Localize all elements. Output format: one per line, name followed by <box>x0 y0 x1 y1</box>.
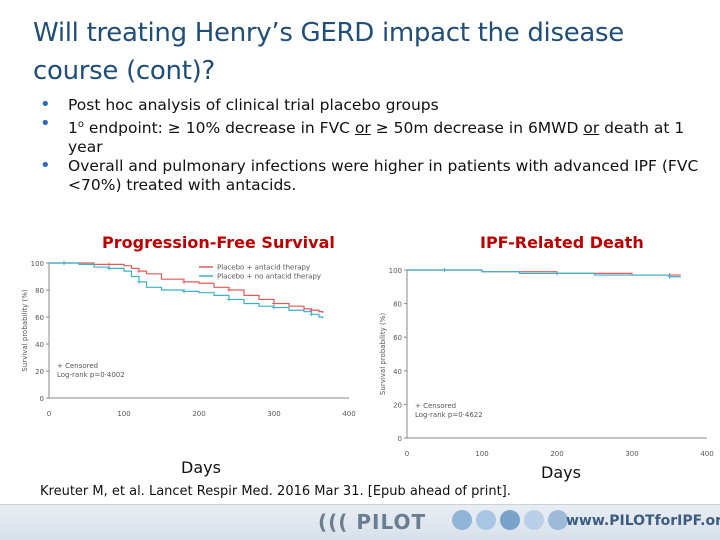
series-line <box>407 269 681 276</box>
y-tick-label: 20 <box>393 401 402 409</box>
chart-title-death: IPF-Related Death <box>480 233 644 252</box>
x-tick-label: 300 <box>625 450 638 458</box>
censor-mark <box>667 274 672 279</box>
censor-mark <box>309 312 314 317</box>
stethoscope-icon <box>476 510 496 530</box>
censor-mark <box>442 268 447 272</box>
annotation-text: + Censored <box>57 362 98 370</box>
citation-text: Kreuter M, et al. Lancet Respir Med. 201… <box>40 484 511 499</box>
y-tick-label: 0 <box>398 435 402 443</box>
censor-mark <box>62 261 66 265</box>
censor-mark <box>272 301 276 306</box>
censor-mark <box>107 262 111 267</box>
footer-divider <box>0 504 720 505</box>
bullet-item: • 1o endpoint: ≥ 10% decrease in FVC or ≥… <box>40 113 685 157</box>
y-tick-label: 100 <box>31 260 44 268</box>
people-icon <box>548 510 568 530</box>
y-tick-label: 20 <box>35 368 44 376</box>
footer-bar <box>0 505 720 540</box>
censor-mark <box>272 305 276 310</box>
x-tick-label: 100 <box>117 410 130 418</box>
bullet-dot-icon: • <box>40 155 51 177</box>
annotation-text: Log-rank p=0·4622 <box>415 411 483 419</box>
y-tick-label: 60 <box>35 314 44 322</box>
annotation-text: + Censored <box>415 402 456 410</box>
censor-mark <box>227 297 231 302</box>
x-tick-label: 200 <box>192 410 205 418</box>
censor-mark <box>555 271 559 276</box>
x-tick-label: 400 <box>700 450 713 458</box>
bullet-list: • Post hoc analysis of clinical trial pla… <box>40 94 700 195</box>
slide-title: Will treating Henry’s GERD impact the di… <box>33 18 625 86</box>
censor-mark <box>227 288 231 292</box>
death-chart: 0 20 40 60 80 100 0 100 200 300 400 Survival probab… <box>379 267 714 458</box>
pfs-chart: 0 20 40 60 80 100 0 100 200 300 400 Survival probab… <box>21 260 356 418</box>
censor-mark <box>182 289 186 294</box>
y-axis-label: Survival probability (%) <box>21 289 29 371</box>
y-tick-label: 60 <box>393 334 402 342</box>
pilot-logo: ((( PILOT <box>318 510 427 534</box>
y-tick-label: 0 <box>40 395 44 403</box>
y-tick-label: 80 <box>35 287 44 295</box>
legend-label: Placebo + antacid therapy <box>217 264 310 272</box>
series-line <box>407 269 681 278</box>
x-tick-label: 400 <box>342 410 355 418</box>
citation: Kreuter M, et al. Lancet Respir Med. 201… <box>40 484 511 499</box>
y-axis-label: Survival probability (%) <box>379 313 387 395</box>
censor-mark <box>182 279 186 284</box>
y-tick-label: 40 <box>393 368 402 376</box>
x-tick-label: 100 <box>475 450 488 458</box>
chart-title-pfs: Progression-Free Survival <box>102 233 335 252</box>
legend-label: Placebo + no antacid therapy <box>217 273 321 281</box>
footer-url[interactable]: www.PILOTforIPF.org <box>566 513 720 529</box>
censor-mark <box>107 266 111 271</box>
annotation-text: Log-rank p=0·4002 <box>57 371 125 379</box>
bullet-item: • Overall and pulmonary infections were h… <box>40 155 699 195</box>
bullet-dot-icon: • <box>40 94 51 115</box>
y-tick-label: 80 <box>393 301 402 309</box>
x-tick-label: 0 <box>405 450 409 458</box>
doctor-icon <box>500 510 520 530</box>
x-tick-label: 0 <box>47 410 51 418</box>
bullet-dot-icon: • <box>40 113 51 134</box>
x-tick-label: 200 <box>550 450 563 458</box>
lung-icon <box>452 510 472 530</box>
censor-mark <box>137 269 141 274</box>
y-tick-label: 100 <box>389 267 402 275</box>
bullet-item: • Post hoc analysis of clinical trial pla… <box>40 94 439 115</box>
x-tick-label: 300 <box>267 410 280 418</box>
censor-mark <box>137 279 141 284</box>
footer-icons <box>452 510 568 530</box>
chart-icon <box>524 510 544 530</box>
series-line <box>49 262 324 313</box>
x-axis-label-pfs: Days <box>181 458 221 477</box>
y-tick-label: 40 <box>35 341 44 349</box>
x-axis-label-death: Days <box>541 463 581 482</box>
